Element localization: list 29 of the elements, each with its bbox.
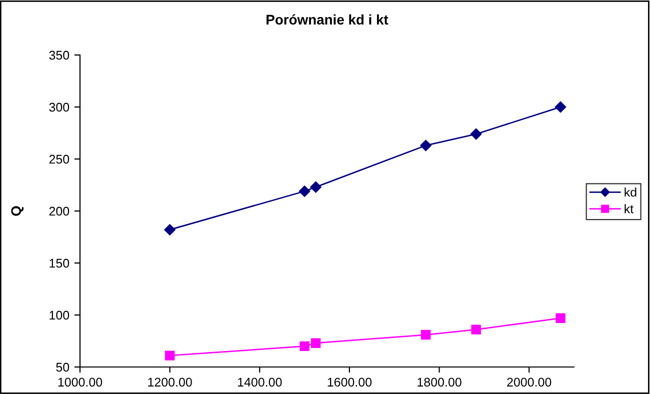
point xyxy=(420,330,431,340)
point xyxy=(554,101,566,113)
legend-label: kd xyxy=(624,187,636,197)
x-tick-label: 1000.00 xyxy=(58,378,102,387)
point xyxy=(300,341,310,352)
point xyxy=(470,128,482,140)
y-axis-title: Q xyxy=(11,206,24,216)
y-tick-label: 350 xyxy=(49,50,70,60)
x-tick-label: 1400.00 xyxy=(238,378,282,387)
y-tick-label: 150 xyxy=(50,258,70,268)
point xyxy=(298,186,310,197)
y-tick-label: 100 xyxy=(50,310,70,320)
point xyxy=(420,140,432,152)
point xyxy=(471,324,481,334)
y-tick-label: 250 xyxy=(49,154,70,164)
legend-label: kt xyxy=(624,204,634,214)
chart-title: Porównanie kd i kt xyxy=(266,14,388,25)
y-tick-label: 50 xyxy=(56,362,70,372)
x-tick-label: 1200.00 xyxy=(148,378,192,387)
y-tick-label: 300 xyxy=(49,102,70,112)
point xyxy=(310,338,321,348)
point xyxy=(164,350,175,360)
y-tick-label: 200 xyxy=(49,206,70,216)
x-tick-label: 1800.00 xyxy=(418,378,462,387)
x-tick-label: 2000.00 xyxy=(507,378,552,387)
x-tick-label: 1600.00 xyxy=(328,378,372,387)
point xyxy=(556,313,566,323)
point xyxy=(310,181,322,193)
point xyxy=(164,224,176,236)
